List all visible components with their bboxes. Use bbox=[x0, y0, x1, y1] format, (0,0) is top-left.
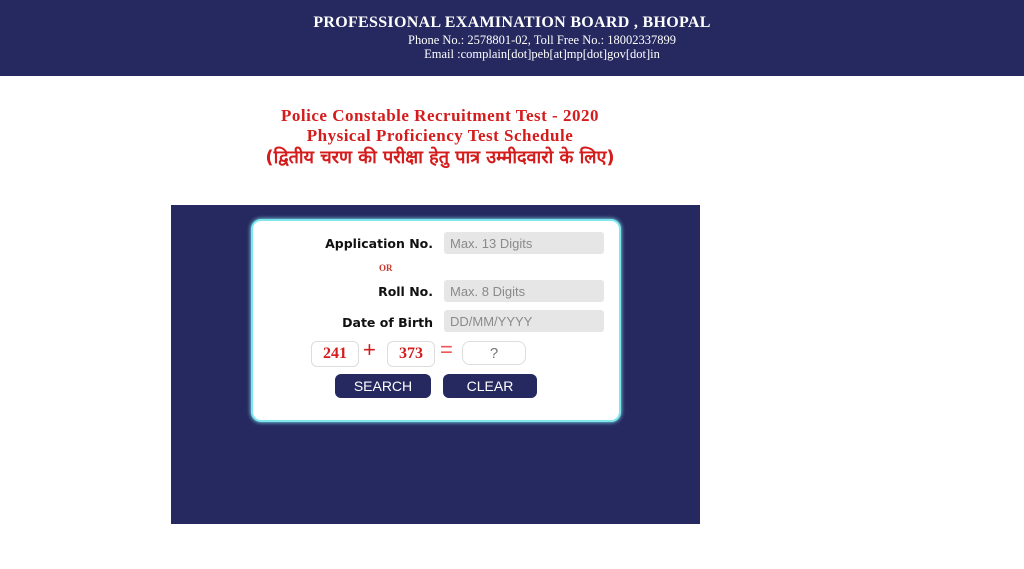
roll-label: Roll No. bbox=[378, 284, 433, 299]
captcha-number-a: 241 bbox=[311, 341, 359, 367]
dob-input[interactable] bbox=[444, 310, 604, 332]
captcha-equals: = bbox=[440, 337, 453, 362]
or-label: OR bbox=[379, 263, 393, 273]
title-line-3: (द्वितीय चरण की परीक्षा हेतु पात्र उम्मी… bbox=[265, 147, 615, 168]
title-line-2: Physical Proficiency Test Schedule bbox=[306, 126, 574, 145]
dob-label: Date of Birth bbox=[342, 315, 433, 330]
search-form: Application No. OR Roll No. Date of Birt… bbox=[251, 219, 621, 422]
application-label: Application No. bbox=[325, 236, 433, 251]
form-panel: Application No. OR Roll No. Date of Birt… bbox=[171, 205, 700, 524]
site-header: PROFESSIONAL EXAMINATION BOARD , BHOPAL … bbox=[0, 0, 1024, 76]
clear-button[interactable]: CLEAR bbox=[443, 374, 537, 398]
captcha-answer-input[interactable] bbox=[462, 341, 526, 365]
search-button[interactable]: SEARCH bbox=[335, 374, 431, 398]
roll-input[interactable] bbox=[444, 280, 604, 302]
contact-email: Email :complain[dot]peb[at]mp[dot]gov[do… bbox=[424, 47, 660, 61]
application-input[interactable] bbox=[444, 232, 604, 254]
page-title: Police Constable Recruitment Test - 2020… bbox=[190, 106, 690, 170]
org-title: PROFESSIONAL EXAMINATION BOARD , BHOPAL bbox=[313, 14, 711, 31]
captcha-plus: + bbox=[363, 337, 376, 362]
title-line-1: Police Constable Recruitment Test - 2020 bbox=[281, 106, 599, 125]
captcha-number-b: 373 bbox=[387, 341, 435, 367]
contact-phone: Phone No.: 2578801-02, Toll Free No.: 18… bbox=[408, 33, 676, 47]
